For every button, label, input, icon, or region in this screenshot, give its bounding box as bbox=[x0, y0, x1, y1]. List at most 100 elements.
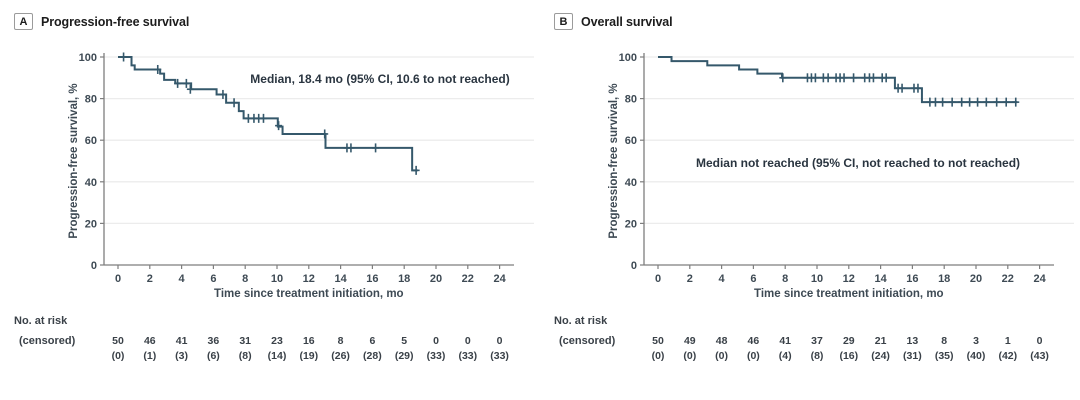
censor-marks bbox=[120, 52, 420, 175]
censored-count: (8) bbox=[811, 350, 824, 362]
at-risk-count: 36 bbox=[208, 335, 220, 347]
x-axis-title: Time since treatment initiation, mo bbox=[214, 288, 404, 300]
panel-b: 0 20 40 60 80 100 0 2 4 6 8 10 12 14 16 18 20 22 24 Time si… bbox=[540, 0, 1080, 400]
at-risk-count: 0 bbox=[497, 335, 503, 347]
at-risk-count: 0 bbox=[433, 335, 439, 347]
at-risk-count: 50 bbox=[112, 335, 124, 347]
panel-title: Progression-free survival bbox=[41, 14, 190, 29]
x-tick-label: 2 bbox=[147, 273, 153, 285]
at-risk-count: 3 bbox=[973, 335, 979, 347]
censored-count: (24) bbox=[871, 350, 890, 362]
censored-count: (19) bbox=[299, 350, 318, 362]
y-tick-label: 20 bbox=[85, 218, 97, 230]
censored-count: (35) bbox=[935, 350, 954, 362]
y-tick-label: 80 bbox=[85, 94, 97, 106]
at-risk-count: 6 bbox=[369, 335, 375, 347]
gridlines bbox=[104, 56, 534, 225]
censored-count: (31) bbox=[903, 350, 922, 362]
x-tick-label: 14 bbox=[334, 273, 347, 285]
censor-marks bbox=[779, 73, 1020, 107]
censored-count: (0) bbox=[112, 350, 125, 362]
x-tick-label: 4 bbox=[719, 273, 726, 285]
panel-letter-box: A bbox=[14, 13, 33, 30]
censored-count: (3) bbox=[175, 350, 188, 362]
censored-count: (1) bbox=[143, 350, 156, 362]
at-risk-count: 1 bbox=[1005, 335, 1011, 347]
censored-count: (29) bbox=[395, 350, 414, 362]
at-risk-count: 23 bbox=[271, 335, 283, 347]
x-tick-label: 18 bbox=[398, 273, 410, 285]
y-axis-title: Progression-free survival, % bbox=[68, 83, 80, 238]
risk-table-label: No. at risk bbox=[14, 315, 68, 327]
x-tick-label: 24 bbox=[493, 273, 506, 285]
median-annotation: Median not reached (95% CI, not reached … bbox=[696, 156, 1020, 170]
censored-count: (14) bbox=[268, 350, 287, 362]
censored-count: (8) bbox=[239, 350, 252, 362]
x-tick-label: 12 bbox=[843, 273, 855, 285]
censored-count: (6) bbox=[207, 350, 220, 362]
x-tick-label: 10 bbox=[271, 273, 283, 285]
x-tick-label: 22 bbox=[462, 273, 474, 285]
censored-count: (33) bbox=[427, 350, 446, 362]
at-risk-count: 37 bbox=[811, 335, 823, 347]
censored-count: (33) bbox=[490, 350, 509, 362]
at-risk-count: 29 bbox=[843, 335, 855, 347]
at-risk-count: 46 bbox=[144, 335, 156, 347]
panel-title: Overall survival bbox=[581, 14, 673, 29]
x-tick-label: 24 bbox=[1033, 273, 1046, 285]
x-tick-label: 20 bbox=[970, 273, 982, 285]
x-tick-label: 2 bbox=[687, 273, 693, 285]
x-tick-label: 0 bbox=[655, 273, 661, 285]
x-tick-label: 22 bbox=[1002, 273, 1014, 285]
x-axis-ticks: 0 2 4 6 8 10 12 14 16 18 20 22 24 bbox=[655, 265, 1047, 285]
y-tick-label: 100 bbox=[619, 52, 637, 64]
risk-table: No. at risk(censored) 50(0)46(1)41(3)36(6… bbox=[14, 315, 509, 362]
at-risk-count: 31 bbox=[239, 335, 251, 347]
x-tick-label: 20 bbox=[430, 273, 442, 285]
censored-count: (0) bbox=[652, 350, 665, 362]
censored-count: (42) bbox=[998, 350, 1017, 362]
x-tick-label: 10 bbox=[811, 273, 823, 285]
x-axis-ticks: 0 2 4 6 8 10 12 14 16 18 20 22 24 bbox=[115, 265, 507, 285]
at-risk-count: 21 bbox=[875, 335, 887, 347]
at-risk-count: 41 bbox=[176, 335, 188, 347]
y-tick-label: 60 bbox=[85, 135, 97, 147]
x-tick-label: 8 bbox=[242, 273, 248, 285]
at-risk-count: 50 bbox=[652, 335, 664, 347]
x-tick-label: 8 bbox=[782, 273, 788, 285]
survival-curve bbox=[658, 56, 1018, 104]
at-risk-count: 48 bbox=[716, 335, 728, 347]
censored-count: (0) bbox=[715, 350, 728, 362]
censored-count: (0) bbox=[747, 350, 760, 362]
at-risk-count: 8 bbox=[941, 335, 947, 347]
risk-table: No. at risk (censored) 50 (0) 49 (0) 48 (0) 46 (0… bbox=[554, 315, 1049, 362]
at-risk-count: 46 bbox=[748, 335, 760, 347]
x-tick-label: 6 bbox=[210, 273, 216, 285]
y-tick-label: 0 bbox=[91, 260, 97, 272]
y-tick-label: 100 bbox=[79, 52, 97, 64]
censored-count: (43) bbox=[1030, 350, 1049, 362]
censored-label: (censored) bbox=[559, 335, 616, 347]
y-tick-label: 80 bbox=[625, 94, 637, 106]
at-risk-count: 13 bbox=[907, 335, 919, 347]
x-tick-label: 16 bbox=[906, 273, 918, 285]
censored-count: (28) bbox=[363, 350, 382, 362]
panel-letter: A bbox=[19, 15, 28, 28]
y-tick-label: 60 bbox=[625, 135, 637, 147]
gridlines bbox=[644, 56, 1074, 225]
x-tick-label: 18 bbox=[938, 273, 950, 285]
censored-count: (0) bbox=[683, 350, 696, 362]
censored-count: (4) bbox=[779, 350, 792, 362]
panel-letter: B bbox=[559, 15, 568, 28]
x-tick-label: 12 bbox=[303, 273, 315, 285]
y-tick-label: 0 bbox=[631, 260, 637, 272]
x-tick-label: 0 bbox=[115, 273, 121, 285]
censored-count: (40) bbox=[967, 350, 986, 362]
x-axis-title: Time since treatment initiation, mo bbox=[754, 288, 944, 300]
at-risk-count: 8 bbox=[338, 335, 344, 347]
panel-a: 0 20 40 60 80 100 0 2 4 6 8 10 12 14 16 18 20 22 24 Time si… bbox=[14, 13, 534, 362]
at-risk-count: 0 bbox=[465, 335, 471, 347]
at-risk-count: 5 bbox=[401, 335, 407, 347]
